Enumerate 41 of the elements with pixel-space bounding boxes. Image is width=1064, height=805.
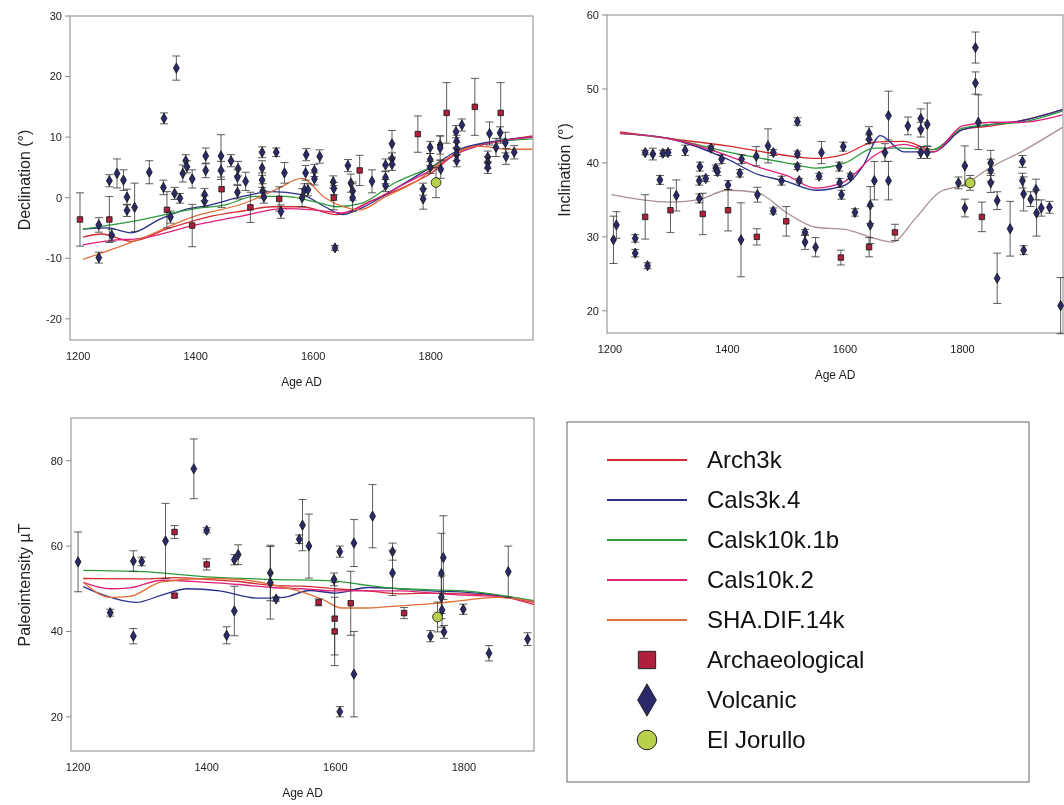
y-axis-title: Declination (°) [16, 129, 33, 231]
y-tick-label: 60 [50, 539, 63, 552]
y-tick-label: 10 [49, 130, 62, 143]
x-tick-label: 1400 [715, 343, 740, 355]
legend-label: Cals3k.4 [707, 486, 801, 514]
x-tick-label: 1200 [65, 350, 91, 362]
x-axis-title: Age AD [281, 375, 323, 389]
y-tick-label: 20 [586, 304, 599, 317]
x-tick-label: 1800 [418, 350, 444, 362]
x-tick-label: 1200 [65, 761, 91, 773]
x-axis-title: Age AD [282, 786, 324, 800]
legend-label: El Jorullo [707, 726, 806, 754]
x-tick-label: 1400 [194, 761, 219, 773]
x-tick-label: 1600 [301, 350, 326, 362]
x-axis-title: Age AD [814, 368, 856, 382]
x-tick-label: 1600 [323, 761, 348, 773]
y-tick-label: 60 [586, 8, 599, 21]
legend-label: Archaeological [707, 646, 865, 674]
x-tick-label: 1400 [183, 350, 208, 362]
legend-label: Arch3k [707, 446, 783, 474]
y-tick-label: 40 [50, 625, 63, 638]
y-tick-label: 20 [50, 710, 63, 723]
y-tick-label: 20 [49, 70, 62, 83]
y-tick-label: -20 [46, 312, 62, 325]
x-tick-label: 1200 [597, 343, 623, 355]
y-tick-label: -10 [46, 252, 62, 265]
y-tick-label: 0 [55, 191, 62, 204]
y-tick-label: 30 [586, 230, 599, 243]
legend-label: Cals10k.2 [707, 566, 814, 594]
legend-label: SHA.DIF.14k [707, 606, 846, 634]
y-tick-label: 80 [50, 454, 63, 467]
x-tick-label: 1800 [451, 761, 477, 773]
x-tick-label: 1600 [832, 343, 858, 355]
y-tick-label: 30 [49, 9, 62, 22]
x-tick-label: 1800 [950, 343, 975, 355]
y-axis-title: Paleointensity µT [16, 523, 33, 647]
y-tick-label: 50 [586, 82, 599, 95]
legend-label: Volcanic [707, 686, 797, 714]
y-tick-label: 40 [586, 156, 599, 169]
legend-label: Calsk10k.1b [707, 526, 840, 554]
y-axis-title: Inclination (°) [556, 123, 573, 217]
